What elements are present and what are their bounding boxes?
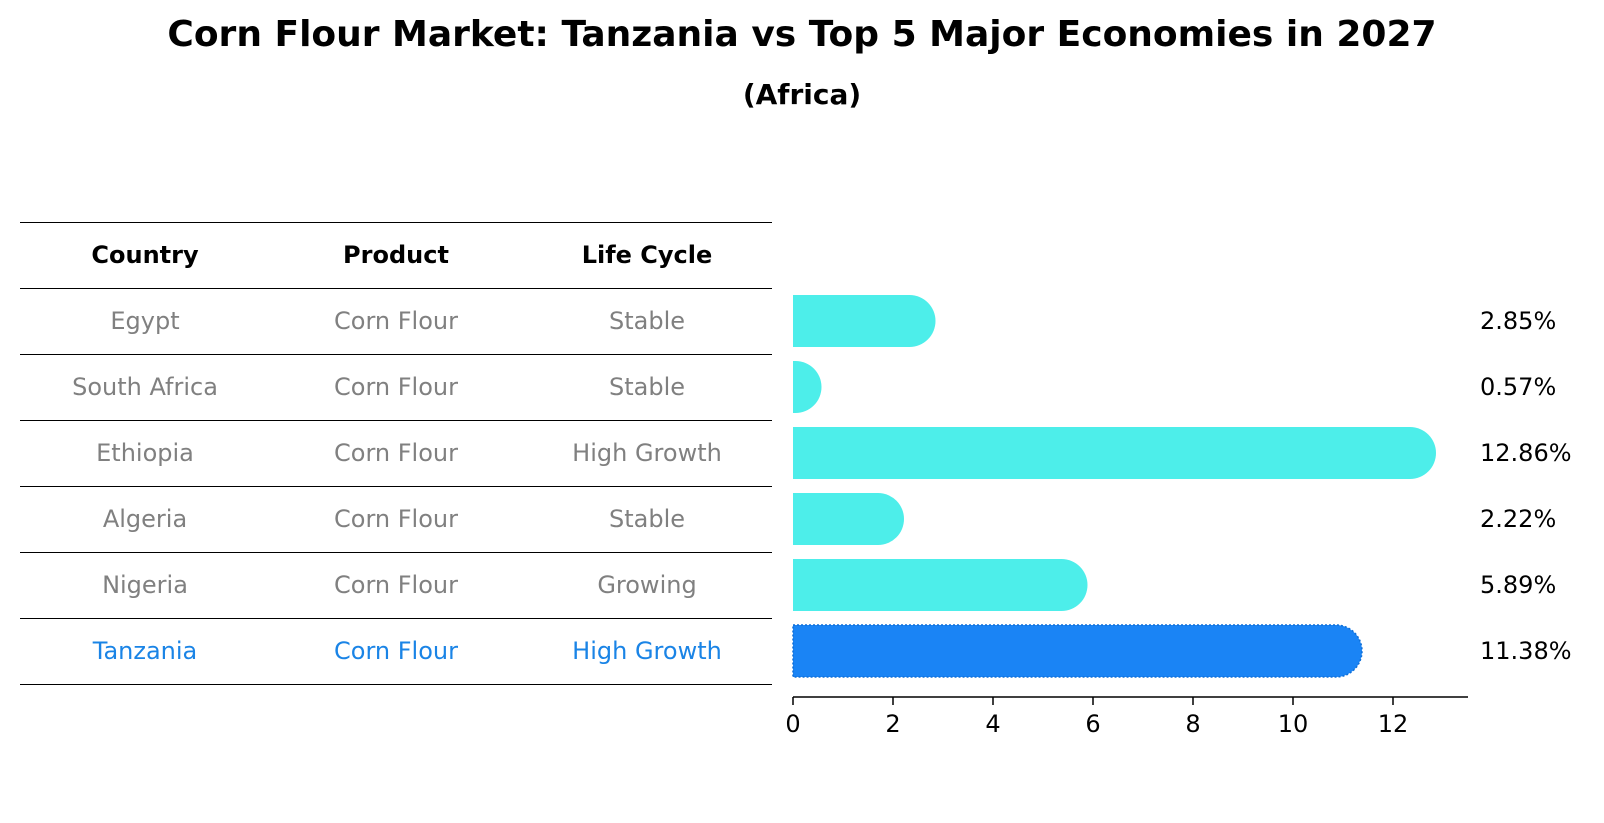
table-cell-product: Corn Flour: [334, 637, 458, 665]
table-cell-product: Corn Flour: [334, 307, 458, 335]
bar: [793, 559, 1088, 611]
table-cell-life-cycle: High Growth: [572, 637, 722, 665]
table-cell-product: Corn Flour: [334, 505, 458, 533]
table-rule: [20, 618, 772, 619]
table-rule: [20, 420, 772, 421]
bar: [793, 493, 904, 545]
table-cell-life-cycle: Stable: [608, 307, 686, 335]
table-header-cell: Country: [91, 241, 199, 269]
table-cell-product: Corn Flour: [334, 439, 458, 467]
bar-value-label: 2.22%: [1480, 505, 1556, 533]
table-cell-product: Corn Flour: [334, 373, 458, 401]
x-tick-label: 2: [885, 710, 900, 738]
bar: [793, 361, 822, 413]
x-tick-label: 0: [785, 710, 800, 738]
x-tick-label: 8: [1185, 710, 1200, 738]
highlight-bar: [792, 624, 1363, 678]
x-tick-label: 6: [1085, 710, 1100, 738]
table-header-cell: Product: [343, 241, 449, 269]
table-cell-life-cycle: Growing: [597, 571, 697, 599]
bar-value-label: 5.89%: [1480, 571, 1556, 599]
chart-title: Corn Flour Market: Tanzania vs Top 5 Maj…: [167, 14, 1437, 55]
table-rule: [20, 354, 772, 355]
bar: [793, 427, 1436, 479]
table-cell-country: Algeria: [102, 505, 188, 533]
table-cell-life-cycle: Stable: [608, 373, 686, 401]
table-rule: [20, 552, 772, 553]
bar-value-label: 0.57%: [1480, 373, 1556, 401]
table-rule: [20, 486, 772, 487]
x-tick-label: 10: [1278, 710, 1309, 738]
table-cell-country: Nigeria: [102, 571, 188, 599]
chart-subtitle: (Africa): [742, 78, 862, 111]
table-cell-life-cycle: Stable: [608, 505, 686, 533]
bar-value-label: 12.86%: [1480, 439, 1572, 467]
x-tick-label: 12: [1378, 710, 1409, 738]
bar: [793, 295, 936, 347]
table-cell-country: Tanzania: [92, 637, 198, 665]
table-cell-country: South Africa: [72, 373, 218, 401]
bar-value-label: 11.38%: [1480, 637, 1572, 665]
table-cell-country: Egypt: [110, 307, 180, 335]
table-cell-product: Corn Flour: [334, 571, 458, 599]
table-cell-country: Ethiopia: [96, 439, 194, 467]
table-header-cell: Life Cycle: [581, 241, 713, 269]
bar-value-label: 2.85%: [1480, 307, 1556, 335]
table-rule: [20, 288, 772, 289]
table-cell-life-cycle: High Growth: [572, 439, 722, 467]
x-tick-label: 4: [985, 710, 1000, 738]
table-rule: [20, 684, 772, 685]
table-rule: [20, 222, 772, 223]
